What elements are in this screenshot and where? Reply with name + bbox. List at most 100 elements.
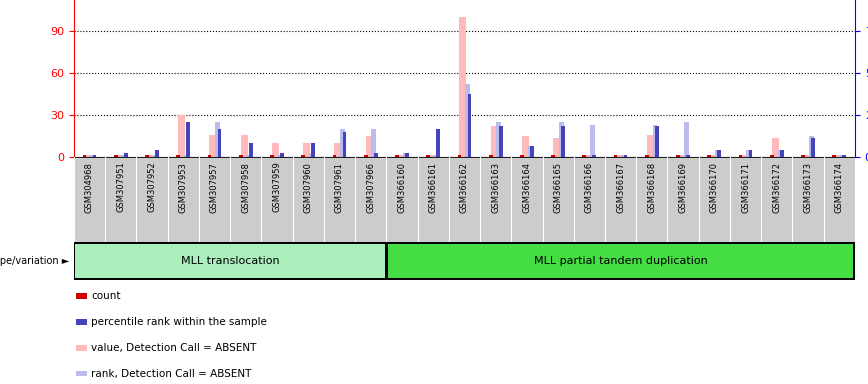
- Bar: [90, 155, 95, 157]
- Bar: [593, 155, 596, 157]
- Bar: [490, 126, 497, 157]
- Bar: [76, 293, 88, 299]
- Bar: [653, 125, 657, 157]
- Bar: [178, 115, 185, 157]
- Bar: [715, 151, 720, 157]
- Bar: [614, 155, 617, 157]
- Bar: [395, 155, 398, 157]
- Bar: [551, 155, 555, 157]
- Bar: [272, 143, 279, 157]
- Bar: [678, 155, 685, 157]
- Bar: [184, 155, 188, 157]
- Text: value, Detection Call = ABSENT: value, Detection Call = ABSENT: [91, 343, 257, 353]
- Bar: [76, 244, 385, 278]
- Text: count: count: [91, 291, 121, 301]
- Bar: [147, 155, 154, 157]
- Bar: [684, 122, 688, 157]
- Bar: [93, 155, 96, 157]
- Bar: [115, 155, 122, 157]
- Text: GSM366174: GSM366174: [835, 162, 844, 213]
- Bar: [624, 155, 628, 157]
- Text: GSM307966: GSM307966: [366, 162, 375, 213]
- Bar: [707, 155, 711, 157]
- Text: MLL partial tandem duplication: MLL partial tandem duplication: [534, 256, 707, 266]
- Bar: [209, 135, 216, 157]
- Bar: [334, 143, 341, 157]
- Bar: [530, 146, 534, 157]
- Bar: [76, 371, 88, 376]
- Bar: [278, 155, 282, 157]
- Bar: [187, 122, 190, 157]
- Bar: [749, 151, 753, 157]
- Bar: [528, 146, 532, 157]
- Bar: [343, 132, 346, 157]
- Bar: [218, 129, 221, 157]
- Bar: [655, 126, 659, 157]
- Bar: [176, 155, 180, 157]
- Bar: [584, 155, 591, 157]
- Bar: [249, 143, 253, 157]
- Bar: [332, 155, 336, 157]
- Text: GSM366173: GSM366173: [804, 162, 812, 213]
- Bar: [687, 155, 690, 157]
- Text: GSM307958: GSM307958: [241, 162, 250, 212]
- Bar: [457, 155, 461, 157]
- Bar: [645, 155, 648, 157]
- Bar: [780, 151, 784, 157]
- Text: GSM366161: GSM366161: [429, 162, 437, 213]
- Text: GSM307959: GSM307959: [273, 162, 281, 212]
- Bar: [739, 155, 742, 157]
- Bar: [84, 155, 91, 157]
- Bar: [301, 155, 305, 157]
- Text: MLL translocation: MLL translocation: [181, 256, 279, 266]
- Text: GSM366167: GSM366167: [616, 162, 625, 213]
- Bar: [840, 155, 845, 157]
- Text: GSM307951: GSM307951: [116, 162, 125, 212]
- Bar: [590, 125, 595, 157]
- Text: GSM366172: GSM366172: [773, 162, 781, 213]
- Bar: [459, 17, 466, 157]
- Text: GSM366163: GSM366163: [491, 162, 500, 213]
- Text: GSM366168: GSM366168: [648, 162, 656, 213]
- Text: GSM307953: GSM307953: [179, 162, 187, 212]
- Bar: [718, 151, 721, 157]
- Bar: [207, 155, 211, 157]
- Text: percentile rank within the sample: percentile rank within the sample: [91, 317, 267, 327]
- Bar: [496, 122, 501, 157]
- Bar: [812, 138, 815, 157]
- Bar: [397, 155, 404, 157]
- Bar: [403, 153, 407, 157]
- Bar: [82, 155, 86, 157]
- Text: GSM366169: GSM366169: [679, 162, 687, 213]
- Bar: [374, 153, 378, 157]
- Bar: [582, 155, 586, 157]
- Bar: [832, 155, 836, 157]
- Text: GSM366165: GSM366165: [554, 162, 562, 213]
- Bar: [559, 122, 563, 157]
- Bar: [155, 151, 159, 157]
- Text: GSM307961: GSM307961: [335, 162, 344, 212]
- Bar: [270, 155, 273, 157]
- Bar: [239, 155, 242, 157]
- Bar: [746, 151, 751, 157]
- Text: GSM366171: GSM366171: [741, 162, 750, 213]
- Bar: [76, 319, 88, 324]
- Bar: [834, 155, 841, 157]
- Bar: [621, 155, 626, 157]
- Text: rank, Detection Call = ABSENT: rank, Detection Call = ABSENT: [91, 369, 252, 379]
- Text: GSM366164: GSM366164: [523, 162, 531, 213]
- Bar: [124, 153, 128, 157]
- Bar: [647, 135, 654, 157]
- Bar: [778, 151, 782, 157]
- Text: GSM307952: GSM307952: [148, 162, 156, 212]
- Bar: [434, 155, 438, 157]
- Bar: [247, 155, 251, 157]
- Bar: [122, 155, 126, 157]
- Text: GSM366160: GSM366160: [398, 162, 406, 213]
- Bar: [553, 138, 560, 157]
- Bar: [428, 155, 435, 157]
- Bar: [340, 129, 345, 157]
- Bar: [309, 153, 313, 157]
- Bar: [803, 155, 810, 157]
- Bar: [114, 155, 117, 157]
